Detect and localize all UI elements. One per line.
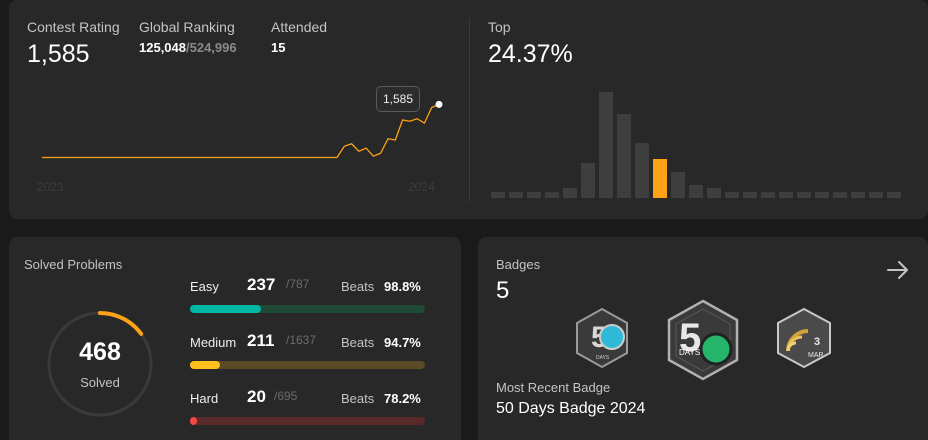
histogram-bar[interactable] xyxy=(869,192,883,198)
difficulty-row-hard: Hard 20 /695 Beats 78.2% xyxy=(190,387,425,427)
year-end-label: 2024 xyxy=(408,180,435,194)
histogram-bar[interactable] xyxy=(725,192,739,198)
easy-total: /787 xyxy=(286,277,310,291)
medium-progress-fill xyxy=(190,361,221,369)
global-ranking-value: 125,048 xyxy=(139,40,186,55)
histogram-bar[interactable] xyxy=(563,188,577,198)
svg-text:DAYS: DAYS xyxy=(596,355,610,361)
svg-text:3: 3 xyxy=(814,336,820,348)
histogram-bar[interactable] xyxy=(779,192,793,198)
top-percentage: 24.37% xyxy=(488,40,573,68)
histogram-bar[interactable] xyxy=(887,192,901,198)
badge-50-days-icon[interactable]: 5 DAYS xyxy=(574,307,630,369)
solved-problems-title: Solved Problems xyxy=(24,257,123,272)
hard-total: /695 xyxy=(274,389,298,403)
global-ranking-total: /524,996 xyxy=(186,40,237,55)
rating-line xyxy=(42,103,440,159)
svg-text:DAYS: DAYS xyxy=(679,348,700,357)
medium-solved: 211 xyxy=(247,331,275,350)
easy-progress-track xyxy=(190,305,425,313)
global-ranking-label: Global Ranking xyxy=(139,19,235,35)
histogram-bar[interactable] xyxy=(815,192,829,198)
rating-distribution-histogram[interactable] xyxy=(491,92,911,198)
medium-beats-label: Beats xyxy=(341,335,375,350)
top-label: Top xyxy=(488,19,511,35)
difficulty-row-medium: Medium 211 /1637 Beats 94.7% xyxy=(190,331,425,371)
contest-rating-card: Contest Rating 1,585 Global Ranking 125,… xyxy=(9,0,928,219)
hard-solved: 20 xyxy=(247,387,266,406)
histogram-bar[interactable] xyxy=(509,192,523,198)
medium-total: /1637 xyxy=(286,333,317,347)
attended-label: Attended xyxy=(271,19,328,35)
badges-card: Badges 5 5 DAYS 5 DAYS 3 MAR Most Recent… xyxy=(478,237,928,440)
easy-beats-value: 98.8% xyxy=(384,279,421,294)
rating-tooltip: 1,585 xyxy=(376,86,420,112)
histogram-bar[interactable] xyxy=(599,92,613,198)
histogram-bar[interactable] xyxy=(833,192,847,198)
easy-solved: 237 xyxy=(247,275,276,294)
histogram-bar[interactable] xyxy=(527,192,541,198)
histogram-bar[interactable] xyxy=(635,143,649,198)
solved-count: 468 xyxy=(79,338,121,366)
histogram-bar[interactable] xyxy=(743,192,757,198)
hard-label: Hard xyxy=(190,391,219,406)
solved-problems-card: Solved Problems 468 Solved Easy 237 /787… xyxy=(9,237,461,440)
hard-progress-track xyxy=(190,417,425,425)
histogram-bar[interactable] xyxy=(653,159,667,198)
medium-progress-track xyxy=(190,361,425,369)
easy-label: Easy xyxy=(190,279,219,294)
badge-50-days-2024-icon[interactable]: 5 DAYS xyxy=(665,299,741,381)
badge-march-icon[interactable]: 3 MAR xyxy=(774,307,834,369)
histogram-bar[interactable] xyxy=(617,114,631,198)
histogram-bar[interactable] xyxy=(689,185,703,198)
hard-beats-label: Beats xyxy=(341,391,375,406)
easy-progress-fill xyxy=(190,305,261,313)
recent-badge-label: Most Recent Badge xyxy=(496,380,611,395)
solved-progress-ring xyxy=(47,311,153,417)
global-ranking: 125,048/524,996 xyxy=(139,40,237,55)
badges-count: 5 xyxy=(496,277,510,304)
solved-ring-arc xyxy=(47,311,153,417)
contest-rating-value: 1,585 xyxy=(27,40,90,68)
contest-rating-label: Contest Rating xyxy=(27,19,120,35)
attended-value: 15 xyxy=(271,40,286,55)
histogram-bar[interactable] xyxy=(671,172,685,198)
medium-label: Medium xyxy=(190,335,237,350)
svg-text:5: 5 xyxy=(679,316,701,360)
card-divider xyxy=(469,18,470,202)
histogram-bar[interactable] xyxy=(545,192,559,198)
histogram-bar[interactable] xyxy=(851,192,865,198)
histogram-bar[interactable] xyxy=(707,188,721,198)
rating-current-point[interactable] xyxy=(435,100,443,108)
histogram-bar[interactable] xyxy=(491,192,505,198)
badges-title: Badges xyxy=(496,257,541,272)
solved-count-label: Solved xyxy=(80,375,120,390)
recent-badge-name: 50 Days Badge 2024 xyxy=(496,400,646,417)
histogram-bar[interactable] xyxy=(581,163,595,198)
year-start-label: 2023 xyxy=(37,180,64,194)
hard-progress-fill xyxy=(190,417,198,425)
histogram-bar[interactable] xyxy=(797,192,811,198)
svg-text:MAR: MAR xyxy=(808,352,824,359)
difficulty-row-easy: Easy 237 /787 Beats 98.8% xyxy=(190,275,425,315)
hard-beats-value: 78.2% xyxy=(384,391,421,406)
easy-beats-label: Beats xyxy=(341,279,375,294)
rating-history-chart[interactable] xyxy=(37,80,447,195)
histogram-bar[interactable] xyxy=(761,192,775,198)
arrow-right-icon[interactable] xyxy=(886,259,910,281)
medium-beats-value: 94.7% xyxy=(384,335,421,350)
rating-tooltip-value: 1,585 xyxy=(382,92,414,106)
